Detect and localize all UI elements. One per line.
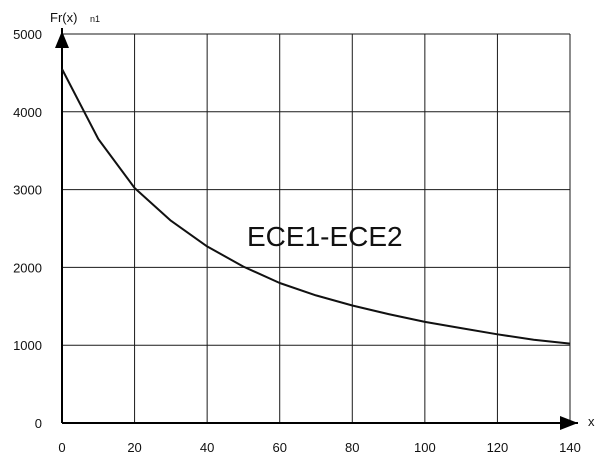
y-tick-label: 2000 <box>13 260 42 275</box>
series-group <box>61 68 571 345</box>
y-axis-arrow <box>55 31 69 48</box>
x-tick-label: 100 <box>414 440 436 455</box>
y-tick-label: 0 <box>35 416 42 431</box>
tick-labels: 0 20 40 60 80 100 120 140 0 1000 2000 3000 4000 5000 <box>13 27 581 455</box>
y-tick-label: 4000 <box>13 105 42 120</box>
x-axis-label: x <box>588 414 595 429</box>
x-tick-label: 20 <box>127 440 141 455</box>
x-tick-label: 80 <box>345 440 359 455</box>
grid <box>62 33 571 423</box>
x-tick-label: 140 <box>559 440 581 455</box>
x-tick-label: 120 <box>487 440 509 455</box>
chart-annotation: ECE1-ECE2 <box>247 221 403 252</box>
y-axis-label: Fr(x) <box>50 10 77 25</box>
y-tick-label: 5000 <box>13 27 42 42</box>
axes: Fr(x) n1 x <box>50 10 595 430</box>
series-line <box>61 68 571 345</box>
x-axis-arrow <box>560 416 578 430</box>
y-axis-label-subscript: n1 <box>90 14 100 24</box>
y-tick-label: 3000 <box>13 183 42 198</box>
x-tick-label: 60 <box>272 440 286 455</box>
y-tick-label: 1000 <box>13 338 42 353</box>
x-tick-label: 40 <box>200 440 214 455</box>
x-tick-label: 0 <box>58 440 65 455</box>
